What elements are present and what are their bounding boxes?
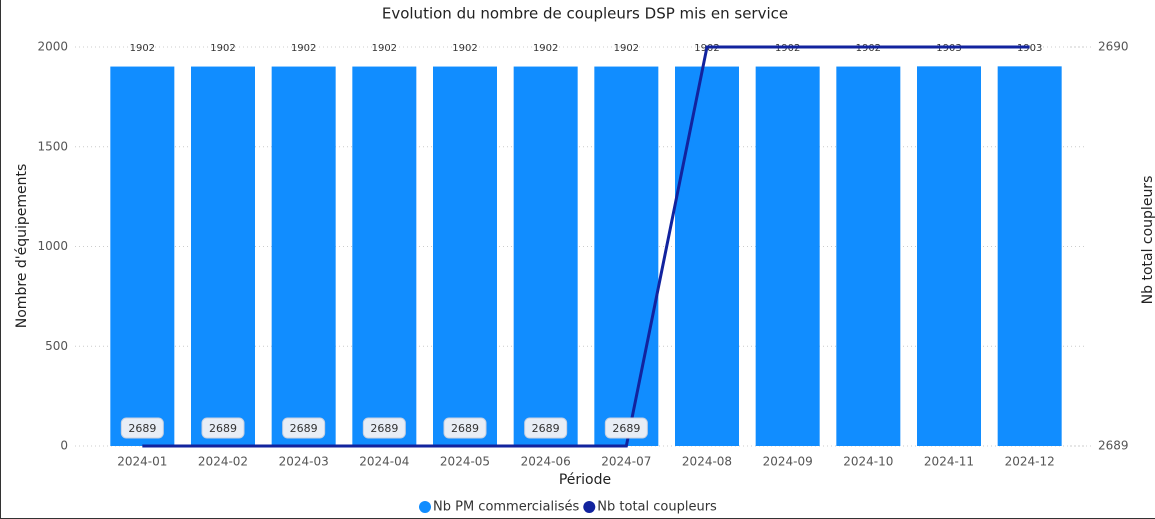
line-label-box (604, 417, 648, 439)
bar-value-label: 1902 (452, 43, 477, 54)
line-label-box (362, 417, 406, 439)
line-label-box (524, 417, 568, 439)
bar-value-label: 1902 (533, 43, 558, 54)
x-tick-label: 2024-04 (359, 455, 409, 469)
legend-swatch (583, 501, 596, 513)
bar-value-label: 1902 (130, 43, 155, 54)
bar (917, 66, 981, 446)
y-tick-label: 1000 (37, 239, 68, 253)
legend-label: Nb PM commercialisés (433, 500, 580, 515)
x-tick-label: 2024-11 (924, 455, 974, 469)
line-value-label: 2689 (451, 422, 479, 435)
y-tick-label: 1500 (37, 139, 68, 153)
line (142, 45, 1030, 448)
bar-value-label: 1902 (210, 43, 235, 54)
bar (836, 66, 901, 447)
y-tick-label: 2000 (37, 40, 68, 54)
x-tick-label: 2024-08 (682, 455, 732, 469)
line-value-label: 2689 (290, 422, 318, 435)
x-axis-title: Période (559, 472, 611, 488)
line-value-label: 2689 (612, 422, 640, 435)
line-label-box (201, 417, 245, 439)
chart-title: Evolution du nombre de coupleurs DSP mis… (382, 5, 788, 23)
x-tick-label: 2024-01 (117, 455, 167, 469)
line-value-label: 2689 (128, 422, 156, 435)
x-tick-label: 2024-09 (763, 455, 813, 469)
bar (191, 66, 255, 447)
line-value-label: 2689 (370, 422, 398, 435)
bar-value-label: 1902 (291, 43, 316, 54)
y2-tick-label: 2690 (1098, 40, 1129, 54)
bar (352, 66, 417, 447)
line-label-box (282, 417, 326, 439)
bar (997, 66, 1062, 446)
line-label-box (120, 417, 164, 439)
y-axis-title: Nombre d'équipements (14, 164, 30, 328)
x-tick-label: 2024-05 (440, 455, 490, 469)
legend-label: Nb total coupleurs (597, 500, 717, 515)
bar-value-label: 1902 (372, 43, 397, 54)
bar (675, 66, 739, 447)
x-tick-label: 2024-06 (521, 455, 571, 469)
x-tick-label: 2024-07 (601, 455, 651, 469)
bar (433, 66, 497, 447)
line-label-box (443, 417, 487, 439)
y2-axis-title: Nb total coupleurs (1140, 176, 1155, 305)
bar (594, 66, 659, 447)
x-tick-label: 2024-10 (843, 455, 893, 469)
bar (110, 66, 175, 447)
line-value-label: 2689 (532, 422, 560, 435)
y-tick-label: 0 (60, 439, 68, 453)
bar (755, 66, 820, 447)
bar (513, 66, 578, 447)
y2-tick-label: 2689 (1098, 439, 1129, 453)
y-tick-label: 500 (45, 339, 68, 353)
x-tick-label: 2024-02 (198, 455, 248, 469)
line-value-label: 2689 (209, 422, 237, 435)
x-tick-label: 2024-03 (279, 455, 329, 469)
bar (271, 66, 336, 447)
x-tick-label: 2024-12 (1005, 455, 1055, 469)
bar-value-label: 1902 (614, 43, 639, 54)
legend-swatch (419, 501, 431, 513)
